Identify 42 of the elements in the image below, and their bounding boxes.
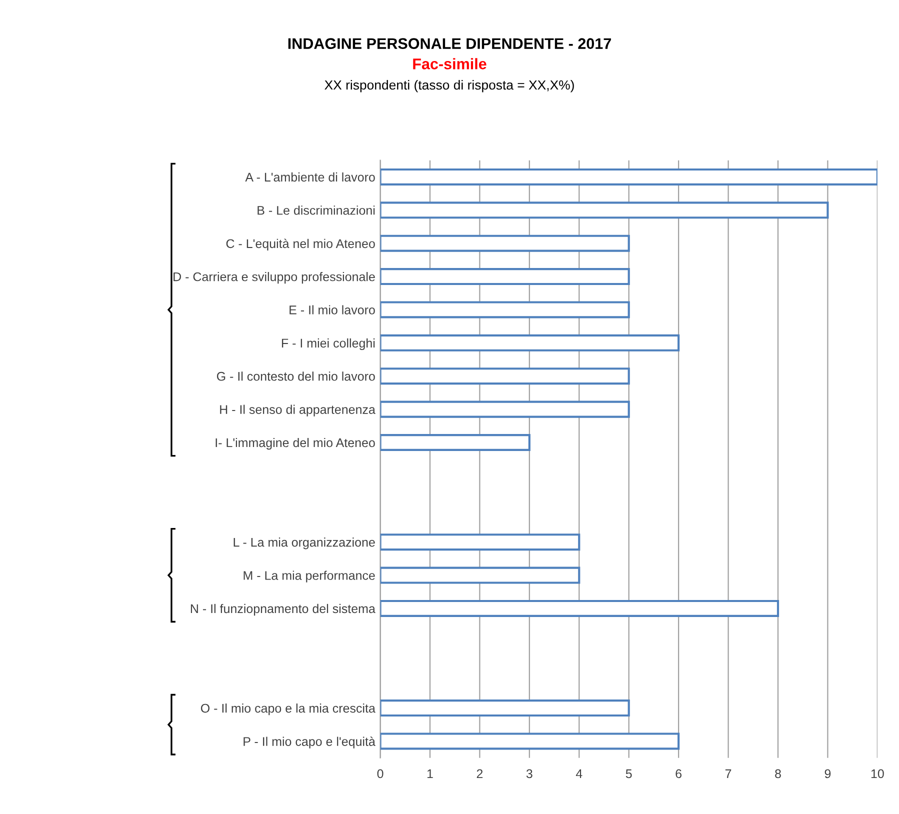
bar — [380, 566, 580, 584]
bar — [380, 400, 630, 418]
text: XX rispondenti (tasso di risposta = XX,X%) — [324, 80, 574, 92]
chart-title: INDAGINE PERSONALE DIPENDENTE - 2017 — [288, 38, 611, 49]
bar — [380, 368, 630, 385]
bar — [380, 334, 680, 352]
x-tick-label: 3 — [526, 769, 532, 778]
bar — [380, 700, 630, 717]
y-tick-label: F - I miei colleghi — [282, 338, 375, 350]
bar — [380, 732, 680, 750]
y-tick-label: N - Il funziopnamento del sistema — [190, 604, 376, 616]
bar — [380, 434, 530, 452]
x-tick-label: 7 — [725, 769, 732, 778]
y-tick-label: A - L'ambiente di lavoro — [245, 172, 375, 182]
x-tick-label: 2 — [476, 769, 483, 778]
y-tick-label: D - Carriera e sviluppo professionale — [174, 272, 375, 284]
x-tick-label: 10 — [871, 769, 884, 778]
y-tick-label: E - Il mio lavoro — [290, 305, 375, 314]
y-tick-label: B - Le discriminazioni — [258, 206, 375, 215]
x-tick-label: 8 — [775, 769, 781, 778]
bar — [380, 202, 829, 219]
y-tick-label: L - La mia organizzazione — [234, 538, 375, 550]
chart-subtitle: Fac-simile — [413, 58, 486, 70]
x-tick-label: 6 — [676, 769, 682, 778]
x-tick-label: 1 — [427, 769, 433, 778]
x-tick-label: 0 — [377, 769, 384, 778]
bar — [380, 234, 630, 252]
bar — [380, 168, 878, 186]
y-tick-label: I- L'immagine del mio Ateneo — [216, 438, 375, 450]
y-tick-label: H - Il senso di appartenenza — [220, 404, 376, 416]
y-tick-label: G - Il contesto del mio lavoro — [216, 372, 375, 381]
x-tick-label: 5 — [626, 769, 632, 778]
bar — [380, 301, 630, 318]
bar — [380, 268, 630, 286]
y-tick-label: M - La mia performance — [244, 570, 375, 582]
x-tick-label: 4 — [576, 769, 582, 778]
y-tick-label: C - L'equità nel mio Ateneo — [226, 238, 375, 251]
bar — [380, 534, 580, 551]
x-tick-label: 9 — [824, 769, 831, 778]
y-tick-label: P - Il mio capo e l'equità — [244, 736, 376, 748]
y-tick-label: O - Il mio capo e la mia crescita — [200, 704, 376, 716]
bar — [380, 600, 780, 617]
